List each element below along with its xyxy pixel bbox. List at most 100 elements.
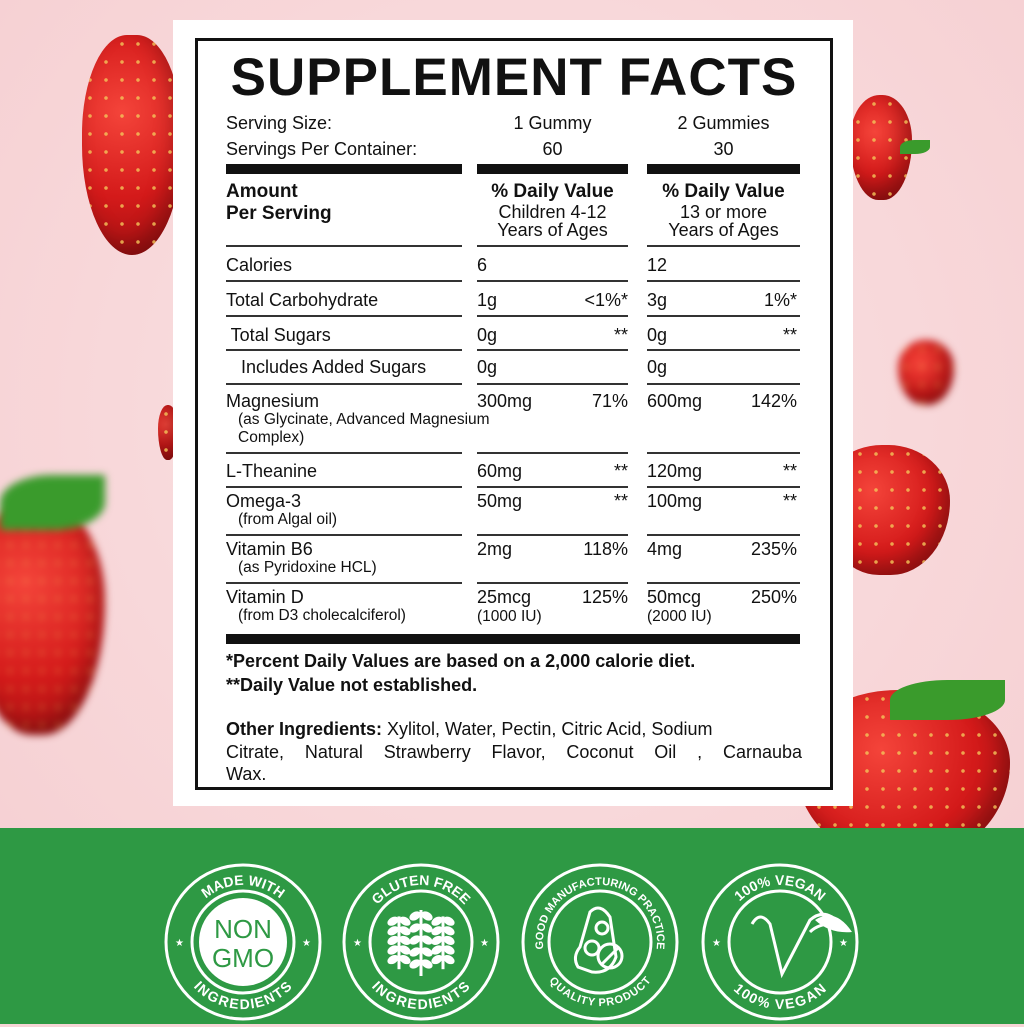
row-divider — [226, 349, 462, 351]
certification-badge: MADE WITH INGREDIENTS ★ ★ NON GMO — [163, 862, 323, 1022]
row-divider — [226, 486, 462, 488]
nutrient-source: Complex) — [238, 429, 305, 446]
vegan-v-leaf-icon — [750, 912, 852, 979]
serving-size-children: 1 Gummy — [513, 113, 592, 133]
row-divider — [477, 452, 628, 454]
servings-per-container-label: Servings Per Container: — [226, 139, 418, 159]
badge-top-text: 100% VEGAN — [731, 872, 829, 904]
certification-badge: 100% VEGAN 100% VEGAN ★ ★ — [700, 862, 860, 1022]
strawberry-image — [0, 500, 105, 735]
adults-amount: 120mg — [647, 461, 703, 481]
children-amount: 300mg — [477, 391, 533, 411]
children-daily-value: <1%* — [584, 290, 628, 310]
footnote-daily-values: *Percent Daily Values are based on a 2,0… — [226, 651, 696, 671]
adults-dv-header: % Daily Value — [662, 181, 785, 202]
nutrient-name: L-Theanine — [226, 461, 318, 481]
adults-amount: 0g — [647, 325, 668, 345]
children-amount: 1g — [477, 290, 498, 310]
supplement-facts-border — [195, 38, 833, 790]
children-amount: 0g — [477, 325, 498, 345]
wheat-icon — [387, 910, 455, 976]
adults-daily-value: 1%* — [763, 290, 797, 310]
children-daily-value: ** — [613, 491, 628, 511]
nutrient-name: Total Sugars — [226, 325, 331, 345]
adults-daily-value: ** — [782, 325, 797, 345]
row-divider — [647, 280, 800, 282]
star-icon: ★ — [302, 938, 311, 949]
row-divider — [477, 245, 628, 247]
row-divider — [226, 245, 462, 247]
row-divider — [477, 486, 628, 488]
children-amount: 60mg — [477, 461, 523, 481]
other-ingredients-text: Wax. — [226, 764, 267, 784]
adults-dv-header: 13 or more — [679, 202, 768, 222]
row-divider — [226, 582, 462, 584]
nutrient-source: (as Pyridoxine HCL) — [238, 559, 377, 576]
star-icon: ★ — [480, 938, 489, 949]
capsules-icon — [573, 906, 624, 974]
svg-text:MADE WITH: MADE WITH — [198, 872, 288, 901]
amount-header: Per Serving — [226, 203, 332, 224]
row-divider — [647, 349, 800, 351]
nutrient-name: Calories — [226, 255, 293, 275]
star-icon: ★ — [712, 938, 721, 949]
thick-divider — [647, 164, 800, 174]
strawberry-image — [82, 35, 182, 255]
row-divider — [477, 349, 628, 351]
nutrient-name: Magnesium — [226, 391, 320, 411]
thick-divider — [226, 164, 462, 174]
serving-size-adults: 2 Gummies — [677, 113, 770, 133]
thick-divider — [477, 164, 628, 174]
adults-daily-value: ** — [782, 491, 797, 511]
row-divider — [226, 534, 462, 536]
row-divider — [226, 315, 462, 317]
adults-amount: 12 — [647, 255, 668, 275]
other-ingredients-label: Other Ingredients: — [226, 719, 383, 739]
children-amount: 25mcg — [477, 587, 532, 607]
nutrient-name: Omega-3 — [226, 491, 302, 511]
other-ingredients-text: Xylitol, Water, Pectin, Citric Acid, Sod… — [382, 719, 713, 739]
adults-daily-value: ** — [782, 461, 797, 481]
children-amount: 2mg — [477, 539, 513, 559]
svg-text:100% VEGAN: 100% VEGAN — [731, 872, 829, 904]
other-ingredients-text: Citrate, Natural Strawberry Flavor, Coco… — [226, 742, 802, 762]
svg-text:GOOD MANUFACTURING PRACTICE: GOOD MANUFACTURING PRACTICE — [534, 876, 666, 950]
servings-children: 60 — [542, 139, 563, 159]
footnote-not-established: **Daily Value not established. — [226, 675, 478, 695]
row-divider — [477, 315, 628, 317]
row-divider — [226, 280, 462, 282]
adults-amount: 600mg — [647, 391, 703, 411]
star-icon: ★ — [175, 938, 184, 949]
nutrient-name: Total Carbohydrate — [226, 290, 379, 310]
row-divider — [226, 452, 462, 454]
row-divider — [647, 383, 800, 385]
certification-band — [0, 828, 1024, 1024]
children-daily-value: ** — [613, 461, 628, 481]
adults-daily-value: 142% — [750, 391, 797, 411]
row-divider — [647, 534, 800, 536]
nutrient-source: (from D3 cholecalciferol) — [238, 607, 406, 624]
serving-size-label: Serving Size: — [226, 113, 333, 133]
star-icon: ★ — [839, 938, 848, 949]
row-divider — [477, 383, 628, 385]
row-divider — [647, 582, 800, 584]
children-amount: 6 — [477, 255, 488, 275]
row-divider — [647, 452, 800, 454]
badge-top-text: MADE WITH — [198, 872, 288, 901]
other-ingredients: Other Ingredients: Xylitol, Water, Pecti… — [226, 719, 712, 739]
children-daily-value: 125% — [581, 587, 628, 607]
svg-text:INGREDIENTS: INGREDIENTS — [369, 978, 473, 1012]
svg-text:100% VEGAN: 100% VEGAN — [731, 980, 829, 1012]
row-divider — [647, 486, 800, 488]
adults-amount: 50mcg — [647, 587, 702, 607]
nutrient-name: Vitamin D — [226, 587, 304, 607]
amount-header: Amount — [226, 181, 298, 202]
thick-divider — [226, 634, 800, 644]
badge-top-text: GLUTEN FREE — [368, 872, 474, 907]
non-gmo-text: NON — [214, 914, 272, 944]
strawberry-leaf — [900, 140, 930, 154]
badge-top-text: GOOD MANUFACTURING PRACTICE — [534, 876, 666, 950]
children-dv-header: Years of Ages — [497, 220, 608, 240]
adults-amount: 3g — [647, 290, 668, 310]
children-amount: 0g — [477, 357, 498, 377]
